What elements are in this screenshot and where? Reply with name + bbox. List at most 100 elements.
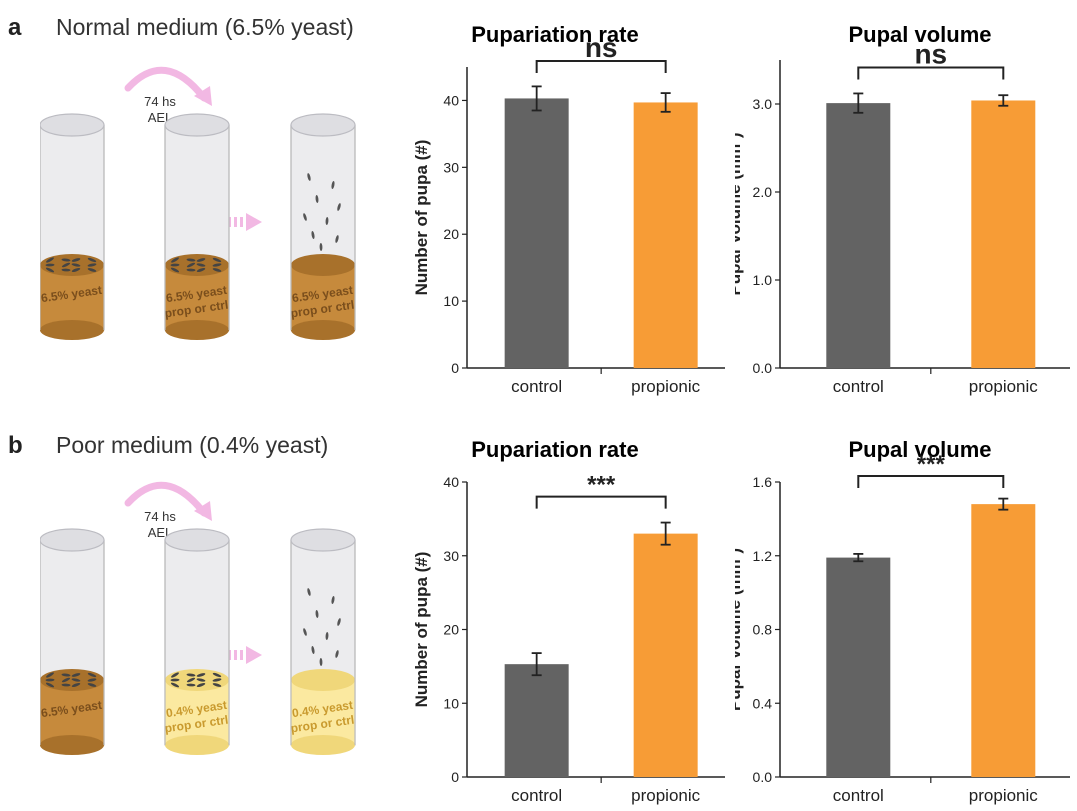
y-tick-label: 0 [451, 360, 459, 376]
larva [196, 263, 206, 267]
larva [212, 268, 222, 272]
bar-control [826, 557, 891, 777]
larva [196, 267, 206, 273]
larva [171, 257, 179, 263]
larva [170, 678, 180, 682]
larva [87, 683, 97, 687]
y-tick-label: 20 [443, 226, 459, 242]
pupa [319, 658, 323, 666]
pupa [337, 203, 341, 211]
category-label: control [833, 377, 884, 396]
food-bottom [40, 320, 104, 340]
larva [196, 682, 206, 688]
panel-a-letter: a [8, 14, 22, 41]
category-label: propionic [631, 786, 700, 805]
larva [87, 268, 97, 272]
dash [240, 650, 243, 660]
panel-a-title: Normal medium (6.5% yeast) [56, 14, 354, 40]
food-bottom [291, 735, 355, 755]
food-top [40, 669, 104, 691]
larva [61, 262, 71, 268]
tube-rim [164, 113, 230, 137]
larva [45, 263, 55, 267]
significance-bracket [857, 475, 1005, 488]
bar-control [504, 98, 569, 368]
chart-a-pupal-volume: Pupal volume 0.0 1.0 2.0 3.0 Pupal Volume (mm… [735, 22, 1070, 396]
larva [61, 268, 71, 272]
bar-propionic [633, 533, 698, 777]
pupa [335, 235, 339, 243]
larva [186, 683, 196, 687]
significance-bracket [535, 495, 667, 509]
y-tick-label: 1.0 [753, 272, 773, 288]
chart-title: Pupariation rate [471, 22, 638, 47]
food-bottom [165, 320, 229, 340]
tube-rim [40, 113, 105, 137]
pupa [315, 610, 319, 618]
bar-control [826, 103, 891, 369]
larva [71, 682, 81, 688]
larva [61, 258, 71, 262]
y-tick-label: 0 [451, 769, 459, 785]
panel-b-title: Poor medium (0.4% yeast) [56, 432, 329, 458]
y-tick-label: 10 [443, 293, 459, 309]
y-axis-label: Pupal Volume (mm³) [735, 548, 744, 711]
food-bottom [291, 320, 355, 340]
dashed-arrow-head [246, 646, 262, 664]
pupa [337, 618, 341, 626]
larva [196, 678, 206, 682]
significance-label: *** [917, 451, 946, 478]
tube-rim [290, 528, 356, 552]
larva [45, 682, 55, 688]
larva [170, 682, 180, 688]
arrow-head [194, 86, 212, 106]
food-bottom [40, 735, 104, 755]
larva [87, 672, 97, 678]
chart-title: Pupariation rate [471, 437, 638, 462]
dash [234, 217, 237, 227]
arrow-head [194, 501, 212, 521]
larva [87, 678, 97, 682]
dashed-arrow-head [246, 213, 262, 231]
category-label: control [511, 786, 562, 805]
pupa [307, 173, 311, 181]
arrow-label-time: 74 hs [144, 509, 176, 524]
chart-b-pupal-volume: Pupal volume 0.0 0.4 0.8 1.2 1.6 Pupal Volume … [735, 437, 1070, 805]
y-tick-label: 30 [443, 159, 459, 175]
y-tick-label: 40 [443, 474, 459, 490]
y-axis-label: Number of pupa (#) [412, 140, 431, 296]
larva [87, 263, 97, 267]
panel-b-letter: b [8, 432, 23, 459]
bar-propionic [971, 504, 1036, 777]
significance-label: ns [585, 32, 618, 63]
larva [71, 258, 81, 262]
y-tick-label: 10 [443, 695, 459, 711]
bar-propionic [633, 102, 698, 368]
curved-arrow [124, 66, 208, 102]
category-label: control [511, 377, 562, 396]
larva [212, 672, 222, 678]
food-top [291, 669, 355, 691]
dash [234, 650, 237, 660]
larva [61, 683, 71, 687]
food-bottom [165, 735, 229, 755]
larva [170, 263, 180, 267]
y-axis-label: Number of pupa (#) [412, 552, 431, 708]
larva [87, 257, 97, 263]
significance-bracket [535, 60, 667, 73]
pupa [331, 596, 335, 604]
y-tick-label: 0.4 [753, 695, 773, 711]
larva [186, 677, 196, 683]
y-tick-label: 20 [443, 622, 459, 638]
y-tick-label: 0.0 [753, 360, 773, 376]
pupa [325, 217, 329, 225]
larva [212, 683, 222, 687]
larva [186, 262, 196, 268]
larva [71, 673, 81, 677]
larva [212, 263, 222, 267]
larva [61, 677, 71, 683]
